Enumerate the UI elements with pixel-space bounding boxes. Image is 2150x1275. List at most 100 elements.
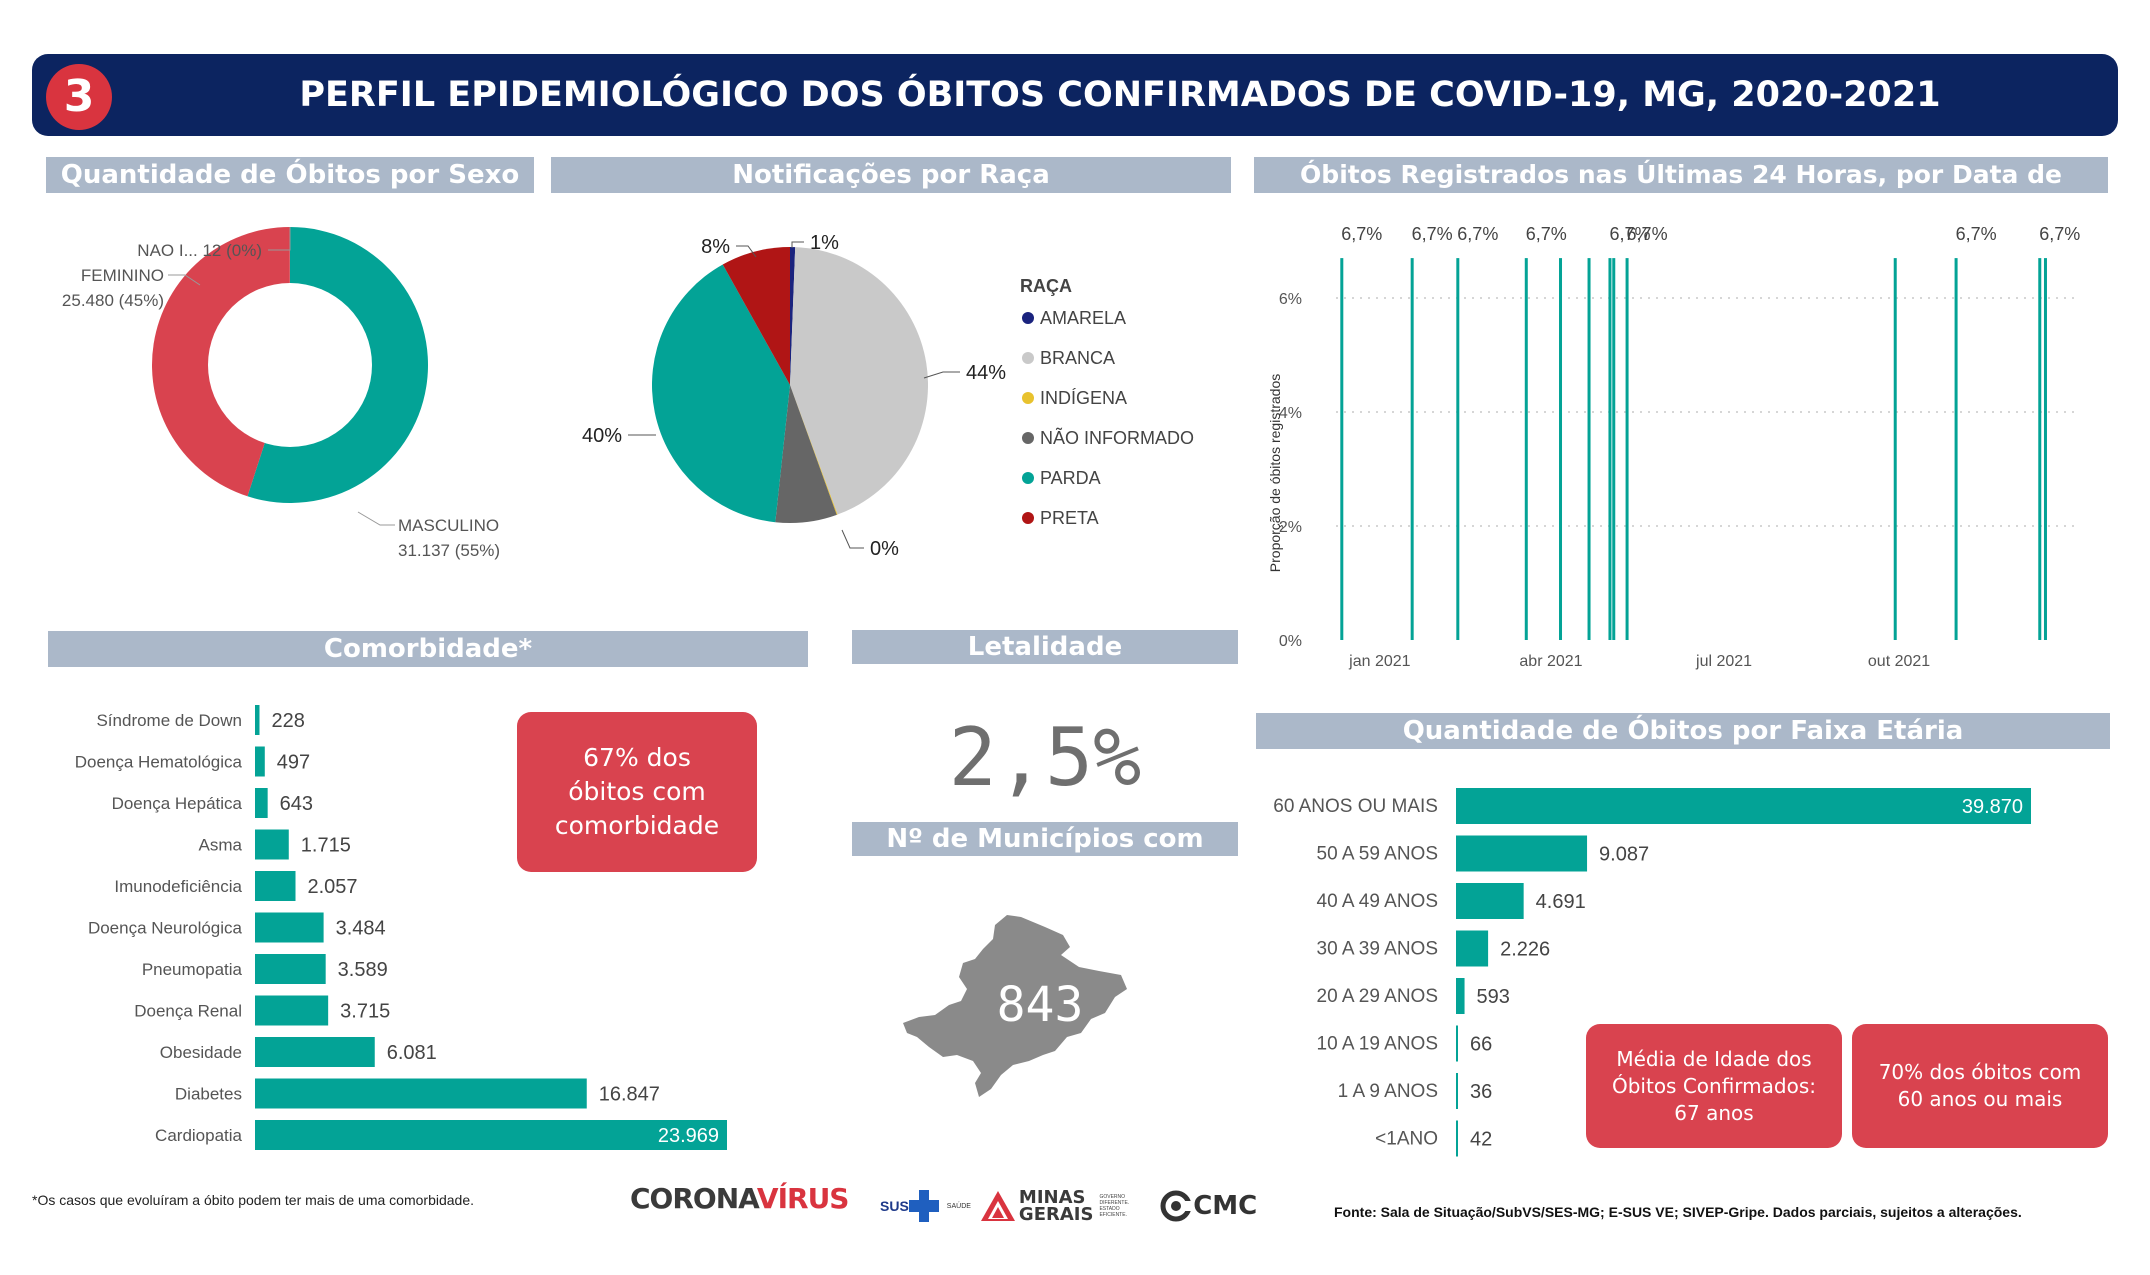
- comorb-value-2: 643: [280, 793, 313, 815]
- l24-ylabel: Proporção de óbitos registrados: [1267, 374, 1283, 572]
- comorb-bar-6: [255, 954, 326, 984]
- pie-leader-preta: [736, 245, 757, 258]
- comorb-bar-2: [255, 788, 268, 818]
- donut-leader-0: [357, 511, 395, 526]
- l24-bar-7: [1612, 258, 1616, 640]
- comorb-category-2: Doença Hepática: [112, 794, 243, 813]
- race-legend-dot-4: [1022, 472, 1034, 484]
- l24-ytick-0: 0%: [1279, 633, 1302, 650]
- age-bar-5: [1456, 1025, 1458, 1062]
- comorb-value-5: 3.484: [336, 918, 386, 940]
- l24-bar-label-8: 6,7%: [1627, 224, 1668, 244]
- pie-leader-branca: [923, 371, 960, 379]
- pie-slice-ind-gena: [790, 385, 838, 515]
- l24-xtick-2: jul 2021: [1695, 653, 1752, 670]
- comorb-bars: Síndrome de Down 228 Doença Hematológica 49…: [75, 705, 727, 1150]
- pie-slices: [652, 247, 929, 523]
- l24-ytick-3: 6%: [1279, 291, 1302, 308]
- donut-label-value-0: 31.137 (55%): [398, 541, 500, 560]
- l24-bar-9: [1893, 258, 1897, 640]
- age-value-2: 4.691: [1536, 891, 1586, 913]
- l24-ytick-1: 2%: [1279, 519, 1302, 536]
- pie-leader-amarela: [791, 241, 804, 248]
- section-header-municipios: Nº de Municípios com Óbitos: [852, 822, 1238, 888]
- comorb-value-0: 228: [271, 710, 304, 732]
- age-value-1: 9.087: [1599, 844, 1649, 866]
- sixty-plus-callout-text: 70% dos óbitos com 60 anos ou mais: [1878, 1060, 2082, 1111]
- cmc-logo-icon: [1160, 1190, 1194, 1222]
- race-legend-dot-1: [1022, 352, 1034, 364]
- age-value-7: 42: [1470, 1129, 1492, 1151]
- comorb-category-10: Cardiopatia: [155, 1126, 242, 1145]
- age-value-5: 66: [1470, 1034, 1492, 1056]
- age-value-3: 2.226: [1500, 939, 1550, 961]
- pie-label-amarela: 1%: [810, 232, 839, 254]
- comorb-bar-3: [255, 829, 289, 860]
- race-legend-item-3: NÃO INFORMADO: [1040, 427, 1194, 448]
- minas-gerais-map-icon: [903, 915, 1127, 1097]
- comorb-category-5: Doença Neurológica: [88, 919, 243, 938]
- section-header-ultimas24: Óbitos Registrados nas Últimas 24 Horas,…: [1254, 157, 2108, 225]
- l24-bar-3: [1524, 258, 1528, 640]
- section-header-letalidade: Letalidade: [852, 630, 1238, 664]
- comorb-category-6: Pneumopatia: [142, 960, 243, 979]
- sex-donut-chart: MASCULINO 31.137 (55%) FEMININO 25.480 (45%…: [62, 227, 500, 560]
- age-bar-3: [1456, 930, 1489, 967]
- age-category-6: 1 A 9 ANOS: [1338, 1081, 1438, 1102]
- logo-cmc-text: CMC: [1193, 1191, 1258, 1221]
- l24-xtick-3: out 2021: [1868, 653, 1930, 670]
- l24-bar-0: [1340, 258, 1344, 640]
- comorbidity-callout: 67% dos óbitos com comorbidade: [517, 712, 757, 872]
- municipality-count: 843: [996, 977, 1084, 1033]
- pie-slice-parda: [652, 264, 790, 523]
- age-bar-2: [1456, 883, 1524, 919]
- race-legend-item-2: INDÍGENA: [1040, 388, 1127, 408]
- logo-corona-text: CORONA: [630, 1182, 758, 1215]
- logo-gerais-text: GERAIS: [1018, 1204, 1094, 1225]
- comorb-bar-4: [255, 871, 296, 901]
- section-header-comorbidade: Comorbidade*: [48, 631, 808, 667]
- race-legend-dot-5: [1022, 512, 1034, 524]
- l24-grid: [1336, 297, 2074, 527]
- government-logos: SUS SAÚDE MINAS GERAIS GOVERNO DIFERENTE…: [880, 1186, 1257, 1226]
- age-category-5: 10 A 19 ANOS: [1317, 1034, 1438, 1055]
- donut-leader-2: [268, 227, 291, 251]
- comorb-category-4: Imunodeficiência: [114, 877, 242, 896]
- age-bar-6: [1456, 1073, 1458, 1109]
- footnote: *Os casos que evoluíram a óbito podem te…: [32, 1192, 475, 1208]
- l24-axes: 0% 2% 4% 6% Proporção de óbitos registrados j…: [1267, 291, 1930, 670]
- age-bar-0: [1456, 788, 2031, 824]
- comorb-value-4: 2.057: [308, 876, 358, 898]
- donut-label-2: NAO I... 12 (0%): [137, 241, 262, 260]
- race-legend-item-4: PARDA: [1040, 468, 1101, 488]
- l24-bar-5: [1587, 258, 1591, 640]
- l24-labels: 6,7% 6,7% 6,7% 6,7% 6,7%6,7% 6,7% 6,7%: [1341, 224, 2080, 244]
- source-note: Fonte: Sala de Situação/SubVS/SES-MG; E-…: [1334, 1204, 2022, 1220]
- comorb-value-1: 497: [277, 752, 310, 774]
- l24-bar-label-11: 6,7%: [2039, 224, 2080, 244]
- donut-leader-1: [168, 274, 201, 286]
- age-bar-7: [1456, 1120, 1458, 1157]
- age-category-4: 20 A 29 ANOS: [1317, 986, 1438, 1007]
- race-legend-title: RAÇA: [1020, 276, 1072, 296]
- pie-slice-amarela: [790, 247, 796, 385]
- l24-bar-6: [1608, 258, 1612, 640]
- header-banner: [32, 54, 2118, 136]
- age-value-0: 39.870: [1962, 796, 2023, 818]
- age-value-6: 36: [1470, 1081, 1492, 1103]
- lethality-value: 2,5%: [948, 711, 1142, 804]
- pie-label-preta: 8%: [701, 236, 730, 258]
- comorbidity-bar-chart: Síndrome de Down 228 Doença Hematológica 49…: [75, 705, 727, 1150]
- last24h-bar-chart: 6,7% 6,7% 6,7% 6,7% 6,7%6,7% 6,7% 6,7% 0%2%4%6…: [1267, 224, 2080, 670]
- age-category-1: 50 A 59 ANOS: [1317, 844, 1438, 865]
- donut-label-name-1: FEMININO: [81, 266, 164, 285]
- l24-xtick-0: jan 2021: [1348, 653, 1410, 670]
- comorb-category-3: Asma: [199, 836, 243, 855]
- race-legend-item-1: BRANCA: [1040, 348, 1115, 368]
- pie-label-ind-gena: 0%: [870, 538, 899, 560]
- comorbidity-callout-text: 67% dos óbitos com comorbidade: [554, 743, 720, 840]
- section-header-sexo: Quantidade de Óbitos por Sexo: [46, 157, 534, 193]
- l24-ytick-2: 4%: [1279, 405, 1302, 422]
- mean-age-callout-text: Média de Idade dos Óbitos Confirmados: 6…: [1611, 1046, 1817, 1125]
- comorb-value-7: 3.715: [340, 1001, 390, 1023]
